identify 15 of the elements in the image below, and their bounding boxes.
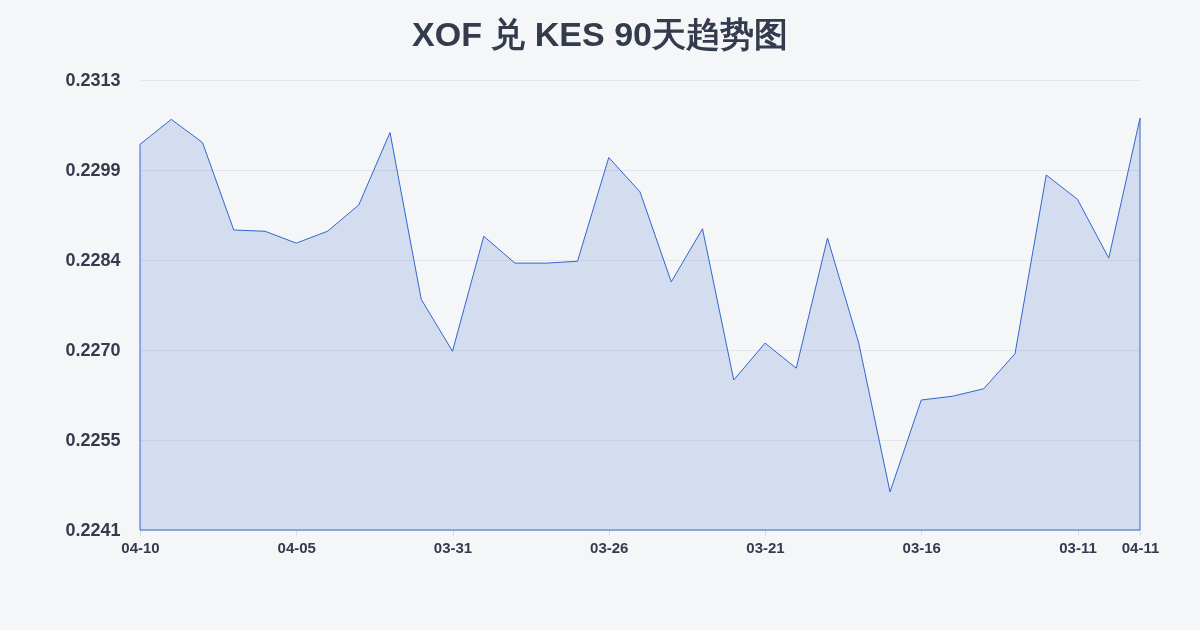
x-tick-label: 04-05 — [277, 538, 316, 556]
y-tick-label: 0.2313 — [65, 69, 121, 90]
y-tick-label: 0.2255 — [65, 429, 121, 450]
x-tick-label: 04-10 — [121, 538, 160, 556]
x-tick-label: 03-31 — [433, 538, 473, 556]
x-tick-label: 03-11 — [1059, 538, 1097, 556]
x-tick-label: 03-21 — [746, 538, 785, 556]
x-tick-label: 03-16 — [902, 538, 941, 556]
chart-title: XOF 兑 KES 90天趋势图 — [412, 15, 788, 53]
y-tick-label: 0.2284 — [65, 249, 121, 270]
y-tick-label: 0.2299 — [65, 159, 121, 180]
y-tick-label: 0.2270 — [65, 339, 121, 360]
x-tick-label: 04-11 — [1121, 538, 1160, 556]
x-tick-label: 03-26 — [590, 538, 629, 556]
y-tick-label: 0.2241 — [65, 519, 121, 540]
